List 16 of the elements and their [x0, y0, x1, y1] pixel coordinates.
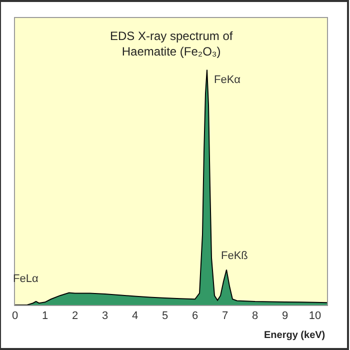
x-tick-label: 4 [132, 310, 138, 322]
annotation: FeLα [13, 273, 39, 285]
x-axis-title: Energy (keV) [264, 330, 326, 341]
x-tick-label: 2 [72, 310, 78, 322]
x-tick-label: 10 [308, 310, 322, 322]
annotation: FeKα [214, 74, 242, 86]
annotation: FeKß [221, 250, 248, 262]
x-tick-label: 9 [282, 310, 288, 322]
x-tick-label: 6 [192, 310, 198, 322]
x-tick-label: 8 [252, 310, 258, 322]
x-tick-label: 1 [42, 310, 48, 322]
chart-title: EDS X-ray spectrum of Haematite (Fe₂O₃) [110, 29, 234, 59]
x-tick-label: 0 [12, 310, 18, 322]
x-tick-label: 7 [222, 310, 228, 322]
x-tick-label: 5 [162, 310, 168, 322]
x-tick-label: 3 [102, 310, 108, 322]
